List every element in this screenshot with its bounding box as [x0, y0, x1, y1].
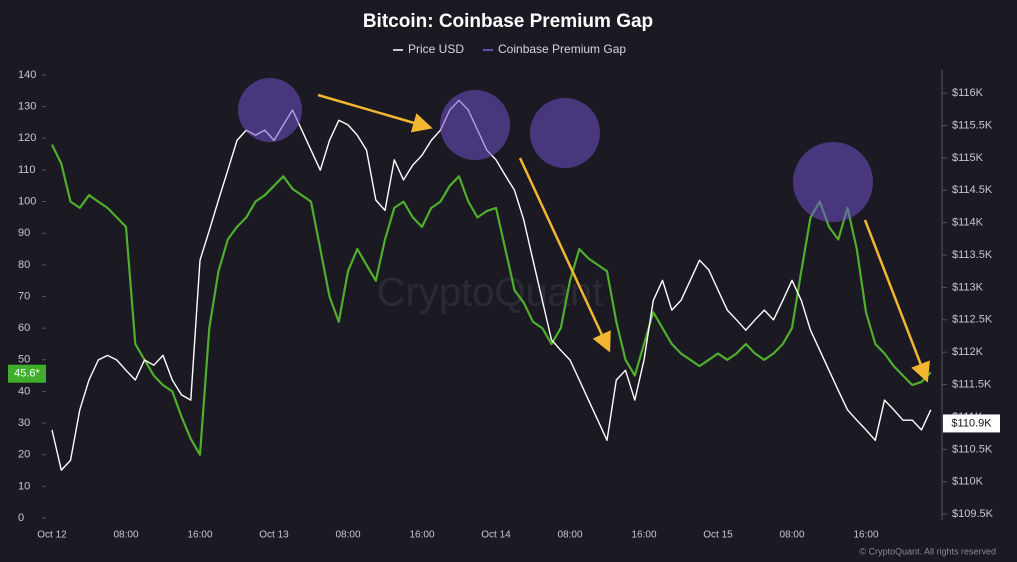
x-tick-label: 08:00: [335, 530, 360, 541]
legend-label: Coinbase Premium Gap: [498, 42, 626, 56]
highlight-circle: [238, 78, 302, 142]
y-tick-label: 70: [18, 290, 30, 302]
x-tick-label: Oct 12: [37, 530, 67, 541]
x-tick-label: 16:00: [853, 530, 878, 541]
y2-tick-label: $109.5K: [952, 508, 994, 520]
y2-tick-label: $112.5K: [952, 314, 993, 326]
x-tick-label: 16:00: [187, 530, 212, 541]
current-value-label: $110.9K: [951, 417, 992, 429]
y2-tick-label: $115K: [952, 152, 984, 164]
x-tick-label: 16:00: [409, 530, 434, 541]
x-tick-label: Oct 14: [481, 530, 511, 541]
current-value-box: [8, 364, 46, 383]
x-tick-label: 08:00: [557, 530, 582, 541]
highlights: [238, 78, 873, 222]
arrow: [863, 219, 930, 383]
y-tick-label: 10: [18, 480, 30, 492]
highlight-circle: [440, 90, 510, 160]
current-value-box: [943, 414, 1000, 433]
y-tick-label: 30: [18, 417, 30, 429]
watermark: CryptoQuant: [377, 271, 604, 315]
y-tick-label: 40: [18, 385, 30, 397]
y2-tick-label: $111.5K: [952, 378, 992, 390]
x-tick-label: Oct 15: [703, 530, 733, 541]
x-tick-label: Oct 13: [259, 530, 289, 541]
y2-tick-label: $113.5K: [952, 249, 993, 261]
y2-tick-label: $110K: [952, 476, 984, 488]
legend-label: Price USD: [408, 42, 464, 56]
y-tick-label: 20: [18, 449, 30, 461]
copyright: © CryptoQuant. All rights reserved: [859, 546, 996, 556]
x-tick-label: 08:00: [113, 530, 138, 541]
y-tick-label: 90: [18, 227, 30, 239]
y2-tick-label: $116K: [952, 87, 984, 99]
y-tick-label: 100: [18, 195, 36, 207]
y-tick-label: 140: [18, 69, 36, 81]
chart-title: Bitcoin: Coinbase Premium Gap: [363, 11, 653, 32]
y-tick-label: 50: [18, 354, 30, 366]
y2-tick-label: $114K: [952, 217, 984, 229]
y-tick-label: 130: [18, 101, 36, 113]
y-tick-label: 120: [18, 132, 36, 144]
y2-tick-label: $115.5K: [952, 119, 993, 131]
current-value-label: 45.6*: [14, 368, 40, 380]
highlight-circle: [793, 142, 873, 222]
y2-tick-label: $110.5K: [952, 443, 993, 455]
x-tick-label: 16:00: [631, 530, 656, 541]
y-tick-label: 0: [18, 512, 24, 524]
y2-tick-label: $112K: [952, 346, 984, 358]
y-tick-label: 80: [18, 259, 30, 271]
y-tick-label: 110: [18, 164, 36, 176]
y2-tick-label: $113K: [952, 281, 984, 293]
highlight-circle: [530, 98, 600, 168]
arrow: [518, 157, 611, 353]
series-line: [51, 144, 932, 456]
arrows: [317, 93, 930, 383]
arrow: [317, 93, 433, 133]
y2-tick-label: $114.5K: [952, 184, 993, 196]
x-tick-label: 08:00: [779, 530, 804, 541]
y-tick-label: 60: [18, 322, 30, 334]
